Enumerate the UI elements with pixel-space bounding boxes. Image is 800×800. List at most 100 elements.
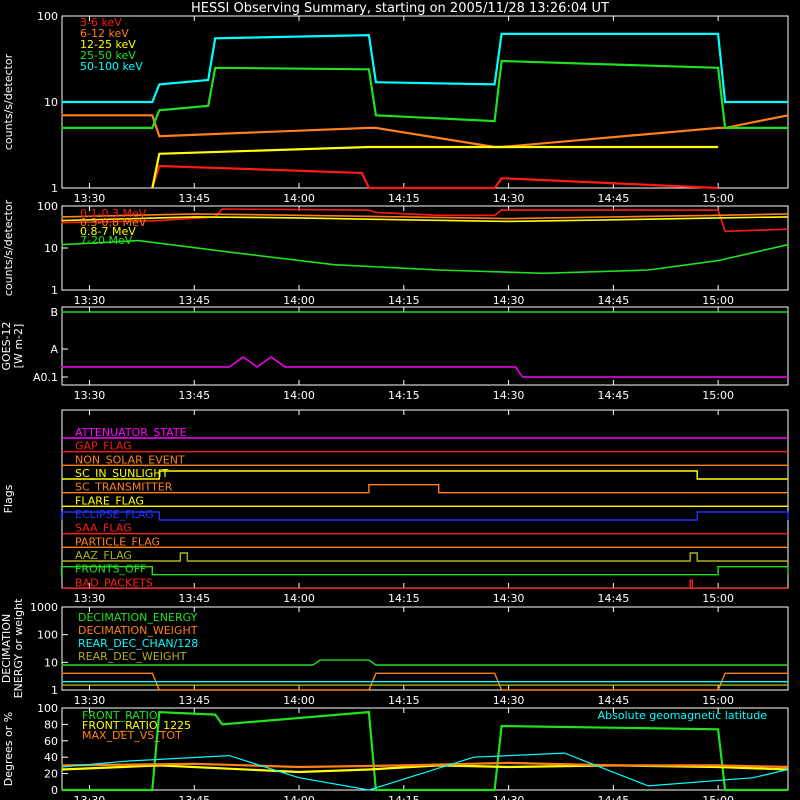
flags-xtick-label: 13:30 xyxy=(74,592,106,605)
goes-xtick-label: 14:15 xyxy=(388,389,420,402)
ratios-xtick-label: 14:45 xyxy=(598,794,630,800)
spectrum-series-line xyxy=(151,145,719,189)
flag-label: BAD_PACKETS xyxy=(75,576,153,589)
spectrum-xtick-label: 13:45 xyxy=(178,192,210,205)
flags-ylabel: Flags xyxy=(2,484,15,513)
goes-ytick-label: B xyxy=(50,306,58,319)
spectrum-xtick-label: 14:45 xyxy=(598,192,630,205)
goes-frame xyxy=(61,306,789,386)
spectrum-xtick-label: 14:15 xyxy=(388,192,420,205)
flag-label: SC_TRANSMITTER xyxy=(75,481,173,494)
goes-xtick-label: 13:30 xyxy=(74,389,106,402)
ratios-ytick-label: 100 xyxy=(37,702,58,715)
ratios-xtick-label: 15:00 xyxy=(702,794,734,800)
high-energy-ytick-label: 10 xyxy=(44,242,58,255)
goes-series-line xyxy=(61,356,788,378)
flag-label: FRONTS_OFF xyxy=(75,563,146,576)
spectrum-series-line xyxy=(61,114,789,149)
high-energy-xtick-label: 15:00 xyxy=(702,294,734,307)
flag-label: GAP_FLAG xyxy=(75,440,132,453)
spectrum-xtick-label: 15:00 xyxy=(702,192,734,205)
flag-label: NON_SOLAR_EVENT xyxy=(75,453,185,466)
high-energy-ytick-label: 1 xyxy=(51,284,58,297)
ratios-ytick-label: 80 xyxy=(44,718,58,731)
goes-xtick-label: 13:45 xyxy=(178,389,210,402)
decimation-xtick-label: 14:00 xyxy=(283,694,315,707)
goes-xtick-label: 14:00 xyxy=(283,389,315,402)
spectrum-legend-item: 6-12 keV xyxy=(80,27,129,40)
ratios-xtick-label: 13:45 xyxy=(178,794,210,800)
spectrum-xtick-label: 13:30 xyxy=(74,192,106,205)
spectrum-ytick-label: 10 xyxy=(44,96,58,109)
ratios-xtick-label: 14:00 xyxy=(283,794,315,800)
flag-line xyxy=(62,579,788,590)
decimation-xtick-label: 15:00 xyxy=(702,694,734,707)
flags-xtick-label: 14:30 xyxy=(493,592,525,605)
flag-line xyxy=(62,470,788,480)
flag-label: FLARE_FLAG xyxy=(75,494,144,507)
spectrum-legend-item: 50-100 keV xyxy=(80,60,143,73)
spectrum-xtick-label: 14:00 xyxy=(283,192,315,205)
goes-xtick-label: 14:45 xyxy=(598,389,630,402)
goes-ylabel: GOES-12 xyxy=(0,321,13,370)
decimation-ytick-label: 10 xyxy=(44,656,58,669)
goes-ytick-label: A xyxy=(50,343,58,356)
ratios-legend-item: MAX_DET_VS_TOT xyxy=(82,729,182,742)
flags-xtick-label: 14:45 xyxy=(598,592,630,605)
page-title: HESSI Observing Summary, starting on 200… xyxy=(191,1,609,16)
spectrum-ylabel: counts/s/detector xyxy=(2,53,15,150)
spectrum-series-line xyxy=(151,164,719,190)
spectrum-frame xyxy=(61,15,789,189)
decimation-legend-item: REAR_DEC_WEIGHT xyxy=(78,650,187,663)
decimation-ytick-label: 1000 xyxy=(30,601,58,614)
ratios-ytick-label: 0 xyxy=(51,784,58,797)
decimation-xtick-label: 14:45 xyxy=(598,694,630,707)
spectrum-ytick-label: 100 xyxy=(37,10,58,23)
high-energy-xtick-label: 14:45 xyxy=(598,294,630,307)
high-energy-legend-item: 0.8-7 MeV xyxy=(80,225,136,238)
ratios-series-line xyxy=(61,761,789,769)
high-energy-series-line xyxy=(61,216,789,223)
spectrum-ytick-label: 1 xyxy=(51,182,58,195)
flags-xtick-label: 13:45 xyxy=(178,592,210,605)
decimation-xtick-label: 13:45 xyxy=(178,694,210,707)
flag-label: SC_IN_SUNLIGHT xyxy=(75,467,169,480)
high-energy-series-line xyxy=(61,213,789,220)
decimation-legend-item: DECIMATION_WEIGHT xyxy=(78,624,198,637)
flag-label: ATTENUATOR_STATE xyxy=(75,426,187,439)
high-energy-legend-item: 7-20 MeV xyxy=(80,234,133,247)
flag-line xyxy=(62,552,788,562)
high-energy-xtick-label: 14:00 xyxy=(283,294,315,307)
flag-line xyxy=(60,565,789,576)
decimation-xtick-label: 14:15 xyxy=(388,694,420,707)
decimation-ytick-label: 100 xyxy=(37,629,58,642)
high-energy-legend-item: 0.3-0.8 MeV xyxy=(80,216,147,229)
ratios-legend-item: FRONT_RATIO xyxy=(82,709,158,722)
ratios-xtick-label: 13:30 xyxy=(74,794,106,800)
decimation-frame xyxy=(61,606,789,691)
spectrum-xtick-label: 14:30 xyxy=(493,192,525,205)
flag-label: ECLIPSE_FLAG xyxy=(75,508,154,521)
high-energy-series-line xyxy=(61,239,789,275)
ratios-series-line xyxy=(61,710,788,792)
flags-xtick-label: 15:00 xyxy=(702,592,734,605)
flags-xtick-label: 14:00 xyxy=(283,592,315,605)
flags-xtick-label: 14:15 xyxy=(388,592,420,605)
spectrum-series-line xyxy=(61,59,788,129)
high-energy-xtick-label: 14:30 xyxy=(493,294,525,307)
high-energy-xtick-label: 13:30 xyxy=(74,294,106,307)
goes-ytick-label: A0.1 xyxy=(33,371,58,384)
decimation-xtick-label: 13:30 xyxy=(74,694,106,707)
high-energy-xtick-label: 14:15 xyxy=(388,294,420,307)
decimation-series-line xyxy=(61,659,788,666)
ratios-ytick-label: 60 xyxy=(44,735,58,748)
flag-label: SAA_FLAG xyxy=(75,522,132,535)
goes-xtick-label: 15:00 xyxy=(702,389,734,402)
goes-xtick-label: 14:30 xyxy=(493,389,525,402)
ratios-xtick-label: 14:30 xyxy=(493,794,525,800)
ratios-ytick-label: 40 xyxy=(44,751,58,764)
flag-line xyxy=(60,511,789,521)
spectrum-series-line xyxy=(61,32,788,104)
decimation-legend-item: REAR_DEC_CHAN/128 xyxy=(78,637,198,650)
